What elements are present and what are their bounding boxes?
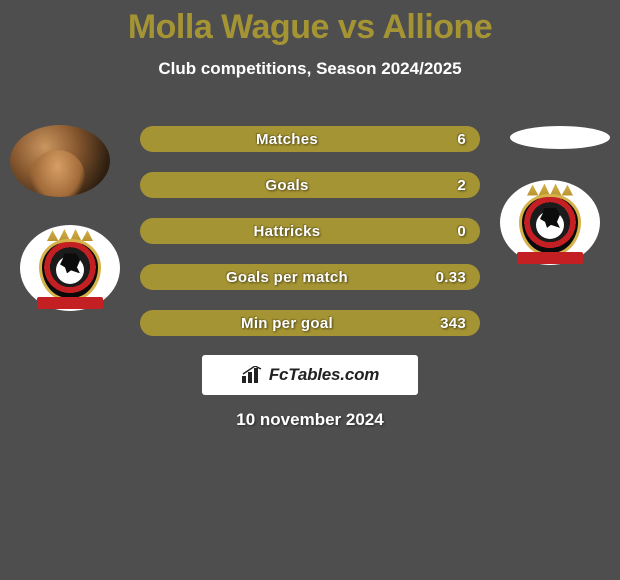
snapshot-date: 10 november 2024 [0, 410, 620, 430]
source-text: FcTables.com [269, 365, 379, 385]
stat-bar: Min per goal 343 [140, 310, 480, 336]
crest-ribbon-icon [517, 252, 583, 264]
stat-label: Matches [154, 131, 420, 148]
player-right-avatar [510, 126, 610, 149]
stat-value: 0.33 [420, 269, 466, 286]
bar-chart-icon [241, 366, 263, 384]
comparison-subtitle: Club competitions, Season 2024/2025 [0, 59, 620, 79]
stat-value: 2 [420, 177, 466, 194]
crest-ribbon-icon [37, 297, 103, 309]
stat-label: Hattricks [154, 223, 420, 240]
stat-label: Goals [154, 177, 420, 194]
stat-bar: Goals per match 0.33 [140, 264, 480, 290]
stat-bar: Matches 6 [140, 126, 480, 152]
stat-bars: Matches 6 Goals 2 Hattricks 0 Goals per … [140, 126, 480, 356]
stat-bar: Hattricks 0 [140, 218, 480, 244]
stat-value: 343 [420, 315, 466, 332]
stat-label: Min per goal [154, 315, 420, 332]
comparison-title: Molla Wague vs Allione [0, 0, 620, 47]
player-left-avatar [10, 125, 110, 197]
source-badge: FcTables.com [202, 355, 418, 395]
player-right-club-crest [500, 180, 600, 265]
stat-label: Goals per match [154, 269, 420, 286]
stat-bar: Goals 2 [140, 172, 480, 198]
stat-value: 0 [420, 223, 466, 240]
player-left-club-crest [20, 225, 120, 311]
stat-value: 6 [420, 131, 466, 148]
